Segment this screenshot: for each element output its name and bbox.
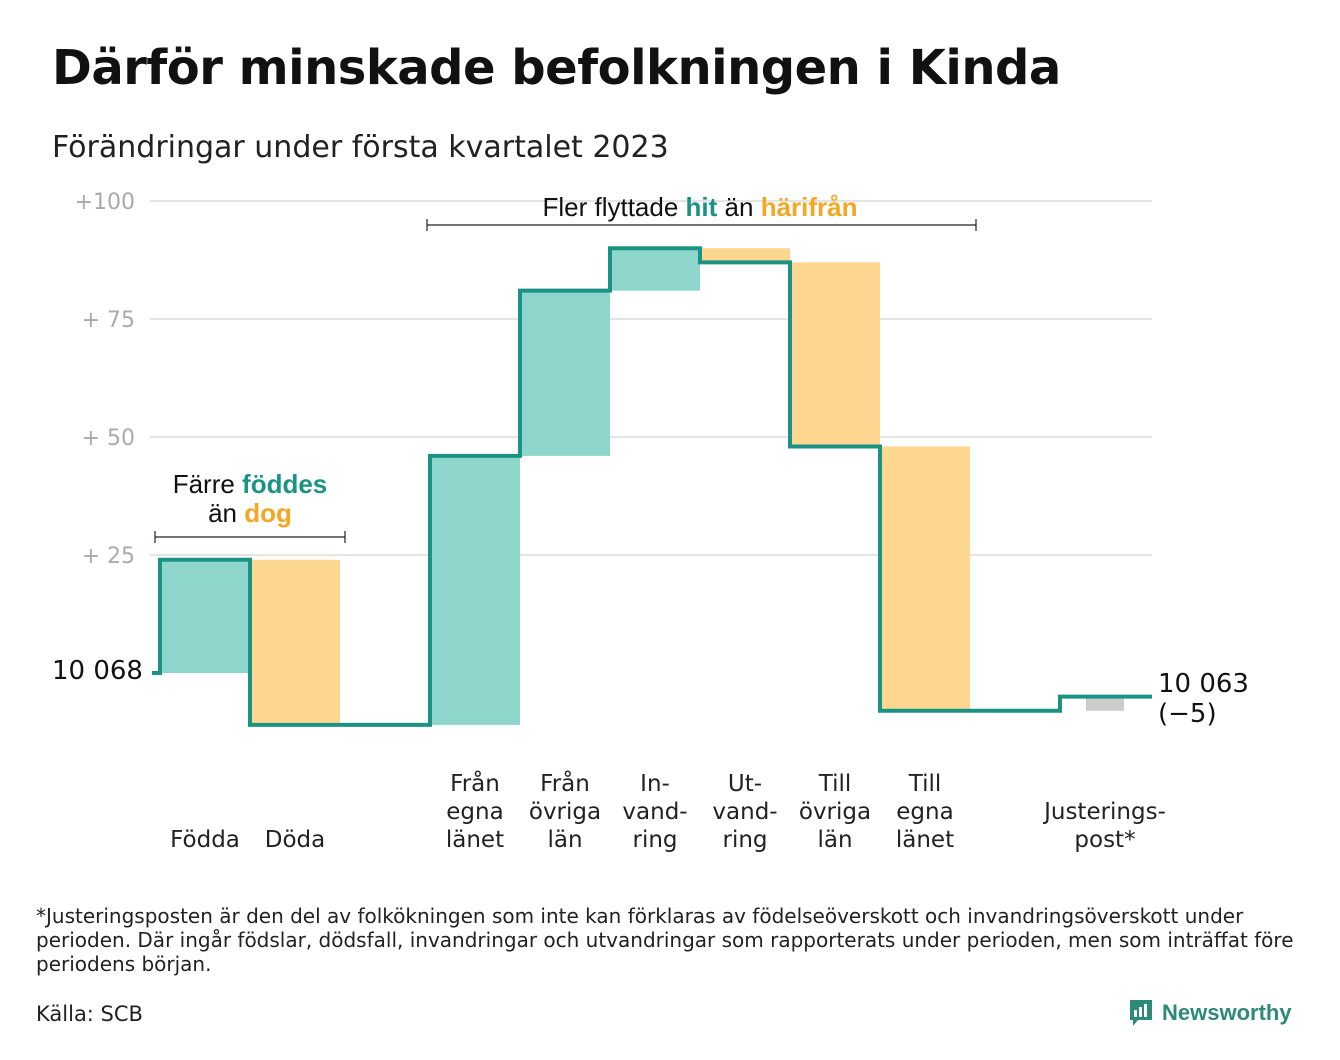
category-label: Födda — [170, 827, 240, 853]
category-label: övriga — [529, 799, 601, 825]
category-label: egna — [446, 799, 503, 825]
gridlines — [150, 200, 1152, 556]
annotation-span: än — [208, 498, 244, 528]
category-label: egna — [896, 799, 953, 825]
bar — [160, 559, 250, 673]
chart-title: Därför minskade befolkningen i Kinda — [52, 40, 1061, 96]
bar — [1086, 696, 1124, 711]
bar — [610, 248, 700, 291]
annotation-span: dog — [244, 498, 292, 528]
bar — [790, 262, 880, 447]
annotation-births-line1: Färre föddes — [173, 469, 328, 499]
annotation-span: föddes — [242, 469, 327, 499]
annotation-span: Fler flyttade — [542, 192, 685, 222]
waterfall-chart: +100+ 75+ 50+ 25 Födda DödaFrånegnalänetF… — [52, 190, 1249, 853]
category-label: Justerings- — [1042, 799, 1166, 825]
category-label: Till — [908, 771, 942, 797]
category-labels: Födda DödaFrånegnalänetFrånövrigalänIn-va… — [170, 769, 1166, 853]
bar — [250, 559, 340, 725]
annotation-span: än — [717, 192, 760, 222]
y-tick-label: +100 — [75, 190, 135, 215]
category-label: Ut- — [728, 771, 762, 797]
category-label: länet — [446, 827, 504, 853]
annotations: Färre föddes än dog Fler flyttade hit än… — [154, 192, 977, 543]
logo-text: Newsworthy — [1162, 1000, 1292, 1025]
bar — [430, 455, 520, 725]
bars — [160, 248, 1124, 725]
category-label: ring — [632, 827, 677, 853]
category-label: Från — [540, 769, 590, 797]
annotation-span: härifrån — [761, 192, 858, 222]
end-value-label: 10 063 — [1158, 669, 1249, 699]
category-label: vand- — [622, 799, 687, 825]
footnote: *Justeringsposten är den del av folkökni… — [36, 904, 1294, 976]
y-tick-label: + 50 — [82, 426, 135, 451]
source-label: Källa: SCB — [36, 1002, 143, 1026]
baseline-label: 10 068 — [52, 656, 143, 686]
bar — [520, 290, 610, 456]
category-label: In- — [640, 771, 670, 797]
annotation-span: Färre — [173, 469, 242, 499]
chart-subtitle: Förändringar under första kvartalet 2023 — [52, 130, 669, 165]
bar — [700, 248, 790, 263]
category-label: Döda — [265, 827, 325, 853]
annotation-migration: Fler flyttade hit än härifrån — [542, 192, 857, 222]
annotation-births-line2: än dog — [208, 498, 292, 528]
y-axis-ticks: +100 + 75 + 50 + 25 — [75, 190, 135, 569]
cumulative-line — [152, 246, 1152, 727]
category-label: ring — [722, 827, 767, 853]
category-label: län — [547, 827, 582, 853]
category-label: län — [817, 827, 852, 853]
category-label: post* — [1074, 827, 1135, 853]
y-tick-label: + 75 — [82, 308, 135, 333]
step-line — [152, 246, 1152, 727]
category-label: övriga — [799, 799, 871, 825]
newsworthy-logo-icon — [1130, 1000, 1152, 1026]
newsworthy-logo[interactable]: Newsworthy — [1128, 998, 1292, 1028]
category-label: Till — [818, 771, 852, 797]
category-label: vand- — [712, 799, 777, 825]
category-label: Från — [450, 769, 500, 797]
annotation-span: hit — [686, 192, 718, 222]
end-change-label: (−5) — [1158, 699, 1217, 729]
bar — [880, 446, 970, 711]
y-tick-label: + 25 — [82, 544, 135, 569]
category-label: länet — [896, 827, 954, 853]
